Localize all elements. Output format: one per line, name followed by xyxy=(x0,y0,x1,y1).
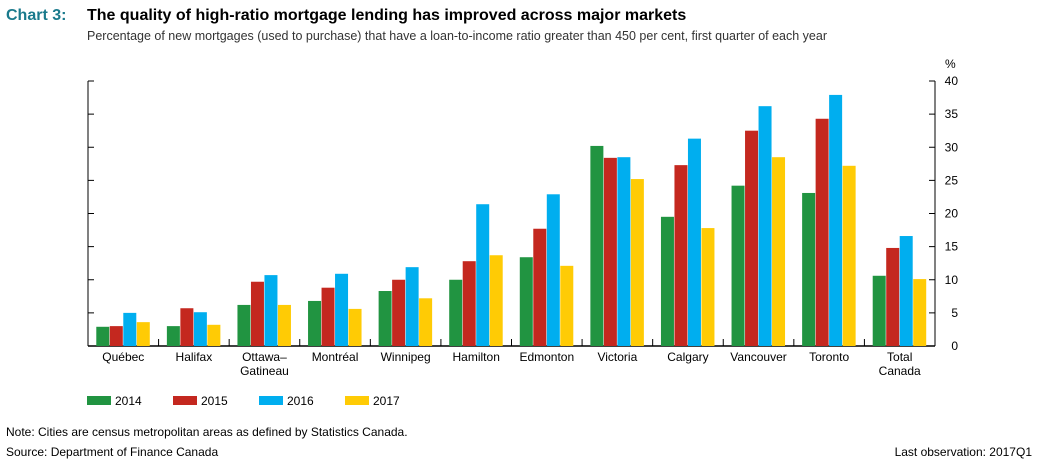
bar-2017 xyxy=(772,157,786,346)
bar-2015 xyxy=(392,279,406,346)
bar-2015 xyxy=(533,228,547,346)
x-tick-label: Calgary xyxy=(667,350,708,364)
bar-2014 xyxy=(166,326,180,346)
bar-2014 xyxy=(731,185,745,346)
legend-label: 2014 xyxy=(115,394,142,408)
bar-2014 xyxy=(378,291,392,346)
bar-2014 xyxy=(519,257,533,346)
x-tick-label: Vancouver xyxy=(730,350,786,364)
x-tick-label: Halifax xyxy=(176,350,213,364)
y-axis-label: % xyxy=(945,57,956,71)
bar-2014 xyxy=(872,275,886,346)
bar-2016 xyxy=(193,312,207,346)
x-tick-label: Québec xyxy=(102,350,144,364)
x-tick-label: Canada xyxy=(879,364,921,378)
legend-label: 2015 xyxy=(201,394,228,408)
bar-2015 xyxy=(462,261,476,346)
bar-2015 xyxy=(250,281,264,346)
bar-2016 xyxy=(758,106,772,346)
bar-2015 xyxy=(674,165,688,346)
bar-2017 xyxy=(277,304,291,346)
bar-2017 xyxy=(489,255,503,346)
bar-2014 xyxy=(449,279,463,346)
chart-note: Note: Cities are census metropolitan are… xyxy=(6,425,408,439)
bar-2017 xyxy=(419,298,433,346)
bar-2014 xyxy=(96,326,110,346)
bar-2014 xyxy=(802,192,816,346)
x-tick-label: Hamilton xyxy=(453,350,500,364)
legend-swatch-2016 xyxy=(259,396,283,405)
bar-2017 xyxy=(348,308,362,346)
bar-2016 xyxy=(264,275,278,346)
bar-2017 xyxy=(701,228,715,346)
bar-2017 xyxy=(842,165,856,346)
x-tick-label: Winnipeg xyxy=(381,350,431,364)
bar-2015 xyxy=(321,287,335,346)
y-tick-label: 40 xyxy=(945,74,959,88)
chart-source: Source: Department of Finance Canada xyxy=(6,445,218,459)
bar-2016 xyxy=(405,267,419,346)
y-tick-label: 0 xyxy=(951,339,958,353)
bar-2016 xyxy=(829,94,843,346)
bar-2015 xyxy=(603,157,617,346)
bar-2015 xyxy=(180,308,194,346)
legend-label: 2016 xyxy=(287,394,314,408)
bar-2015 xyxy=(815,118,829,346)
x-tick-label: Gatineau xyxy=(240,364,289,378)
x-tick-label: Montréal xyxy=(312,350,359,364)
bar-2016 xyxy=(899,236,913,346)
bar-2016 xyxy=(617,157,631,346)
y-tick-label: 20 xyxy=(945,207,959,221)
bar-2016 xyxy=(476,204,490,346)
bar-2014 xyxy=(590,145,604,346)
bar-2014 xyxy=(237,304,251,346)
y-tick-label: 15 xyxy=(945,240,959,254)
legend-swatch-2014 xyxy=(87,396,111,405)
bar-2014 xyxy=(660,216,674,346)
bar-2016 xyxy=(123,312,137,346)
bar-2016 xyxy=(335,273,349,346)
x-tick-label: Ottawa– xyxy=(242,350,287,364)
chart-label: Chart 3: xyxy=(6,7,66,24)
bar-2015 xyxy=(745,130,759,346)
bar-2016 xyxy=(546,194,560,346)
x-tick-label: Victoria xyxy=(597,350,637,364)
bar-2017 xyxy=(560,265,574,346)
x-tick-label: Total xyxy=(887,350,912,364)
bar-2017 xyxy=(913,279,927,346)
bar-2014 xyxy=(308,300,322,346)
legend-label: 2017 xyxy=(373,394,400,408)
bar-2015 xyxy=(109,326,123,346)
y-tick-label: 10 xyxy=(945,273,959,287)
bar-2015 xyxy=(886,247,900,346)
legend-swatch-2015 xyxy=(173,396,197,405)
y-tick-label: 30 xyxy=(945,140,959,154)
bar-2017 xyxy=(136,322,150,346)
y-tick-label: 35 xyxy=(945,107,959,121)
x-tick-label: Edmonton xyxy=(519,350,574,364)
legend-swatch-2017 xyxy=(345,396,369,405)
last-observation: Last observation: 2017Q1 xyxy=(895,445,1033,459)
bar-2016 xyxy=(687,138,701,346)
bar-2017 xyxy=(630,179,644,346)
chart-subtitle: Percentage of new mortgages (used to pur… xyxy=(87,29,827,43)
y-tick-label: 25 xyxy=(945,173,959,187)
chart-title: The quality of high-ratio mortgage lendi… xyxy=(87,7,686,24)
y-tick-label: 5 xyxy=(951,306,958,320)
x-tick-label: Toronto xyxy=(809,350,849,364)
bar-2017 xyxy=(207,324,221,346)
